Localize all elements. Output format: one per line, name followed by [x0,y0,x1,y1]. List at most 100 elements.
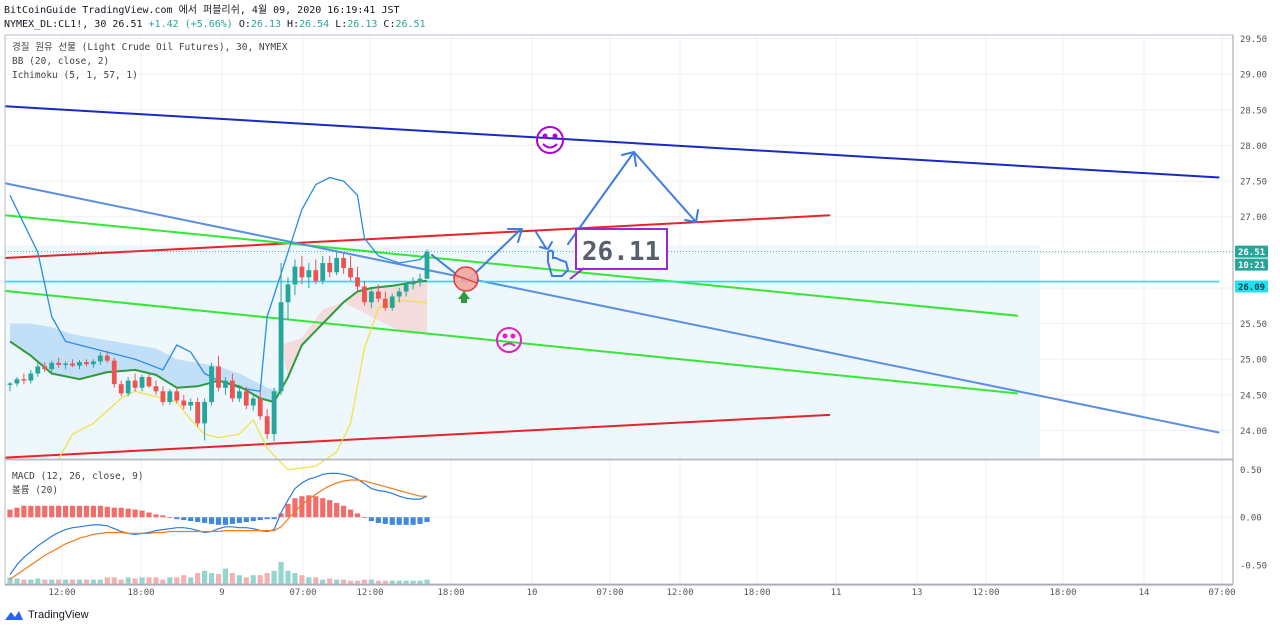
macd-histogram-bar [292,498,298,518]
macd-histogram-bar [306,495,312,518]
candle-body [278,302,284,392]
candle-body [327,263,333,273]
candle-body [84,362,89,365]
path-arrow-2-head [539,241,553,250]
volume-bar [229,573,235,584]
volume-bar [56,579,62,584]
legend-ichimoku-line: Ichimoku (5, 1, 57, 1) [12,70,138,81]
macd-legend-line: MACD (12, 26, close, 9) [12,471,144,482]
macd-histogram-bar [195,517,201,522]
open-label: O: [238,19,251,30]
macd-histogram-bar [83,505,90,518]
candle-body [299,266,305,278]
publish-header: BitCoinGuide TradingView.com 에서 퍼블리쉬, 4월… [4,5,400,16]
macd-axis-label: -0.50 [1240,561,1267,571]
macd-histogram-bar [174,517,180,520]
tradingview-branding[interactable]: TradingView [4,609,89,621]
volume-bar [396,580,402,584]
candle-body [14,379,20,384]
candles-group [7,249,430,442]
tradingview-brand-text: TradingView [28,609,89,621]
price-change: +1.42 (+5.66%) [148,19,233,30]
smiley-icon [536,126,564,154]
candle-body [334,258,340,273]
volume-bar [361,579,368,584]
candle-body [236,391,242,399]
frown-mouth [502,342,516,347]
candle-body [195,401,201,424]
macd-histogram-bar [188,517,194,522]
high-label: H: [287,19,300,30]
macd-histogram-bar [125,508,131,518]
candle-body [167,391,173,402]
last-price-badge: 26.51 [1238,248,1265,258]
macd-histogram-bar [14,507,20,518]
candle-body [146,377,152,387]
macd-histogram-bar [97,505,103,518]
volume-bar [83,579,90,584]
macd-histogram-bar [424,517,430,522]
volume-bar [35,578,41,584]
countdown-badge-bg [1235,258,1268,271]
price-axis-label: 24.00 [1240,427,1267,437]
macd-axis-label: 0.50 [1240,466,1262,476]
candle-body [70,363,75,366]
frown-face [496,327,522,353]
volume-bar [181,575,187,584]
volume-bar [243,577,249,584]
macd-axis-label: 0.00 [1240,514,1262,524]
candle-body [382,298,388,308]
macd-histogram-bar [264,517,270,520]
tradingview-logo-icon [5,611,23,620]
macd-histogram-bar [146,512,152,518]
macd-histogram-bar [368,517,374,522]
frown-eye [510,333,516,339]
time-axis-label: 18:00 [437,588,464,598]
volume-bar [236,575,242,584]
volume-bar [63,579,69,584]
candle-body [306,270,312,278]
macd-histogram-bar [222,517,229,525]
volume-bar [90,579,96,584]
time-axis-label: 07:00 [1208,588,1235,598]
trend-red-lower-line [4,413,831,459]
macd-histogram-bar [327,500,333,518]
volume-bar [354,580,361,584]
volume-bar [389,580,395,584]
macd-histogram-bar [396,517,402,525]
last-price: 26.51 [112,19,143,30]
volume-bar [118,579,124,584]
hand-pointer-icon [547,249,570,277]
candle-body [209,366,214,402]
price-callout-box [575,228,668,270]
price-axis-label: 27.50 [1240,178,1267,188]
close-label: C: [383,19,396,30]
macd-histogram-bar [250,517,256,522]
time-axis-label: 18:00 [1049,588,1076,598]
bb-upper-band [9,176,428,392]
macd-histogram-bar [243,517,249,522]
legend-symbol-line: 경질 원유 선물 (Light Crude Oil Futures), 30, … [12,41,288,53]
trend-steel-line [4,182,1220,434]
price-axis-label: 28.50 [1240,106,1267,116]
volume-bar [195,573,201,584]
candle-body [264,416,270,435]
macd-line [9,472,428,575]
candle-body [7,383,13,385]
time-axis-label: 12:00 [972,588,999,598]
price-axis-label: 28.00 [1240,142,1267,152]
price-callout-text: 26.11 [582,237,660,267]
price-axis-label: 25.50 [1240,320,1267,330]
macd-histogram-bar [334,502,340,518]
macd-legend: MACD (12, 26, close, 9) 볼륨 (20) [12,471,144,496]
volume-bar [271,570,277,584]
volume-bar [264,573,270,584]
macd-pane-bg [5,460,1233,584]
macd-histogram-bar [347,509,354,518]
symbol-name[interactable]: NYMEX_DL:CL1!, 30 [4,19,107,30]
candle-body [389,296,395,308]
volume-bar [320,579,326,584]
macd-histogram-bar [56,505,62,518]
volume-bar [313,577,319,584]
